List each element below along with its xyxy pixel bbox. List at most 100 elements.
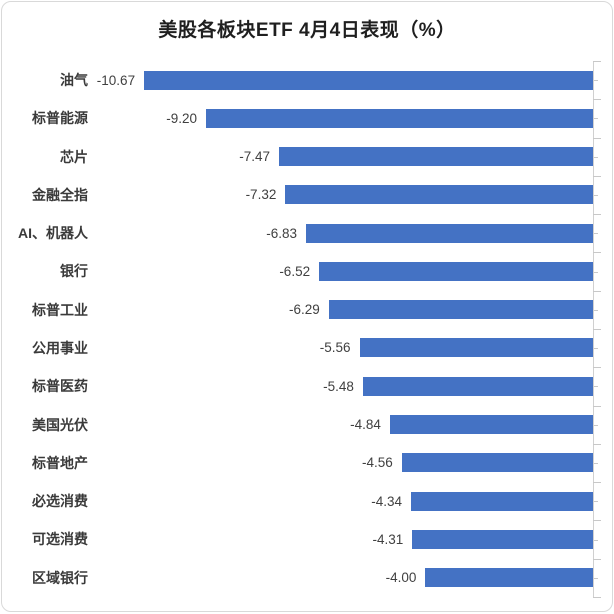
- bar-area: -6.52: [88, 252, 594, 290]
- axis-tick-major: [593, 558, 601, 560]
- chart-row: 银行 -6.52: [2, 252, 612, 290]
- value-label: -6.52: [279, 263, 311, 279]
- bar: [319, 261, 594, 281]
- value-label: -4.56: [361, 455, 393, 471]
- axis-tick-minor: [594, 386, 598, 388]
- bar-area: -4.34: [88, 482, 594, 520]
- chart-row: 公用事业 -5.56: [2, 329, 612, 367]
- axis-tick-minor: [594, 271, 598, 273]
- category-label: 可选消费: [32, 531, 88, 548]
- chart-row: 可选消费 -4.31: [2, 520, 612, 558]
- chart-row: 标普能源 -9.20: [2, 99, 612, 137]
- axis-tick-major: [593, 597, 601, 598]
- chart-row: 芯片 -7.47: [2, 138, 612, 176]
- value-label: -9.20: [166, 110, 198, 126]
- value-label: -4.31: [372, 531, 404, 547]
- value-label: -6.83: [266, 225, 297, 241]
- axis-tick-minor: [594, 233, 598, 235]
- bar-area: -7.47: [88, 138, 594, 176]
- axis-tick-minor: [594, 424, 598, 426]
- axis-tick-minor: [594, 195, 598, 196]
- axis-tick-major: [593, 290, 601, 292]
- axis-tick-minor: [594, 577, 598, 579]
- axis-tick-major: [593, 405, 601, 407]
- plot-area: 油气 -10.67 标普能源 -9.20 芯片 -7.47 金融全指 -7.32 AI、机器人 -…: [2, 61, 612, 598]
- bar: [306, 223, 594, 243]
- category-label: 金融全指: [32, 186, 88, 203]
- axis-tick-major: [593, 329, 601, 330]
- category-label: 芯片: [60, 148, 88, 165]
- bar-area: -5.48: [88, 367, 594, 405]
- bar: [389, 415, 594, 435]
- value-label: -7.47: [239, 149, 271, 165]
- axis-tick-major: [593, 137, 601, 139]
- bar-area: -9.20: [88, 99, 594, 137]
- bar: [359, 338, 594, 358]
- axis-tick-minor: [594, 463, 598, 464]
- chart-row: 金融全指 -7.32: [2, 176, 612, 214]
- chart-row: 标普工业 -6.29: [2, 291, 612, 329]
- bar-rows: 油气 -10.67 标普能源 -9.20 芯片 -7.47 金融全指 -7.32 AI、机器人 -…: [2, 61, 612, 597]
- bar-area: -10.67: [88, 61, 594, 99]
- bar: [410, 491, 594, 511]
- bar: [401, 453, 594, 473]
- category-label: 必选消费: [32, 493, 88, 510]
- bar: [285, 185, 594, 205]
- value-label: -4.34: [371, 493, 402, 509]
- axis-tick-major: [593, 175, 601, 177]
- axis-tick-major: [593, 99, 601, 101]
- bar-area: -4.56: [88, 444, 594, 482]
- chart-title: 美股各板块ETF 4月4日表现（%）: [158, 20, 456, 41]
- category-label: 银行: [60, 263, 88, 280]
- category-label: AI、机器人: [18, 225, 88, 242]
- value-label: -5.56: [319, 340, 351, 356]
- axis-tick-minor: [594, 80, 598, 82]
- value-label: -4.84: [350, 417, 381, 433]
- axis-tick-minor: [594, 118, 598, 120]
- category-label: 油气: [60, 72, 88, 89]
- bar: [412, 529, 594, 549]
- category-label: 区域银行: [32, 569, 88, 586]
- value-label: -4.00: [385, 570, 417, 586]
- chart-row: 美国光伏 -4.84: [2, 405, 612, 443]
- value-label: -6.29: [288, 302, 320, 318]
- bar: [362, 376, 594, 396]
- axis-tick-major: [593, 367, 601, 369]
- bar-area: -4.31: [88, 520, 594, 558]
- chart-row: AI、机器人 -6.83: [2, 214, 612, 252]
- chart-row: 区域银行 -4.00: [2, 558, 612, 596]
- axis-tick-major: [593, 482, 601, 484]
- category-label: 标普医药: [32, 378, 88, 395]
- axis-tick-minor: [594, 539, 598, 541]
- value-label: -10.67: [96, 72, 136, 88]
- bar-area: -7.32: [88, 176, 594, 214]
- category-label: 公用事业: [32, 339, 88, 356]
- axis-tick-major: [593, 443, 601, 445]
- axis-tick-major: [593, 214, 601, 216]
- chart-row: 标普地产 -4.56: [2, 444, 612, 482]
- axis-tick-minor: [594, 309, 598, 311]
- category-label: 美国光伏: [32, 416, 88, 433]
- bar: [328, 300, 594, 320]
- bar-area: -5.56: [88, 329, 594, 367]
- bar: [279, 147, 594, 167]
- chart-row: 标普医药 -5.48: [2, 367, 612, 405]
- chart-row: 必选消费 -4.34: [2, 482, 612, 520]
- value-label: -5.48: [323, 378, 354, 394]
- axis-tick-minor: [594, 501, 598, 503]
- axis-tick-minor: [594, 156, 598, 158]
- value-label: -7.32: [245, 187, 277, 203]
- bar: [206, 108, 594, 128]
- bar-area: -6.83: [88, 214, 594, 252]
- axis-tick-minor: [594, 348, 598, 350]
- axis-tick-major: [593, 520, 601, 522]
- category-label: 标普工业: [32, 301, 88, 318]
- bar-area: -4.00: [88, 558, 594, 596]
- category-label: 标普能源: [32, 110, 88, 127]
- bar: [144, 70, 594, 90]
- axis-tick-major: [593, 61, 601, 62]
- axis-tick-major: [593, 252, 601, 254]
- bar: [425, 568, 594, 588]
- bar-area: -6.29: [88, 291, 594, 329]
